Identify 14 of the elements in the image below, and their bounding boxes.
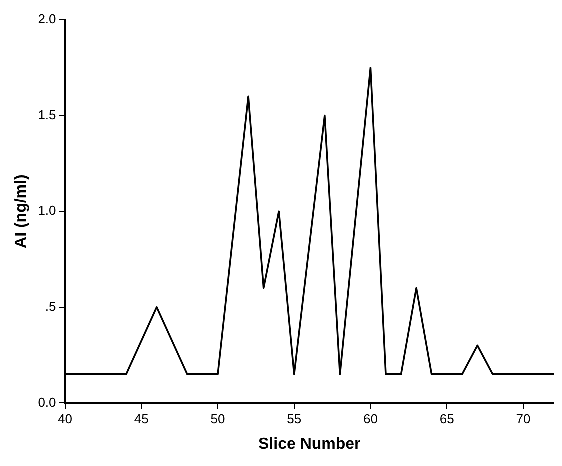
x-axis-title: Slice Number xyxy=(258,436,361,453)
y-tick-label: 0.0 xyxy=(38,394,56,410)
x-tick-label: 45 xyxy=(134,412,149,427)
y-tick-label: 1.5 xyxy=(38,107,56,122)
y-tick-label: 1.0 xyxy=(38,203,56,218)
y-tick-label: .5 xyxy=(45,298,56,314)
x-tick-label: 40 xyxy=(58,412,73,427)
y-tick-label: 2.0 xyxy=(38,12,56,27)
x-tick-label: 70 xyxy=(516,412,531,427)
x-tick-label: 55 xyxy=(287,412,302,427)
x-tick-label: 50 xyxy=(210,412,226,427)
x-tick-label: 60 xyxy=(363,412,378,427)
x-tick-label: 65 xyxy=(440,412,454,427)
y-axis-title: AI (ng/ml) xyxy=(13,174,30,248)
